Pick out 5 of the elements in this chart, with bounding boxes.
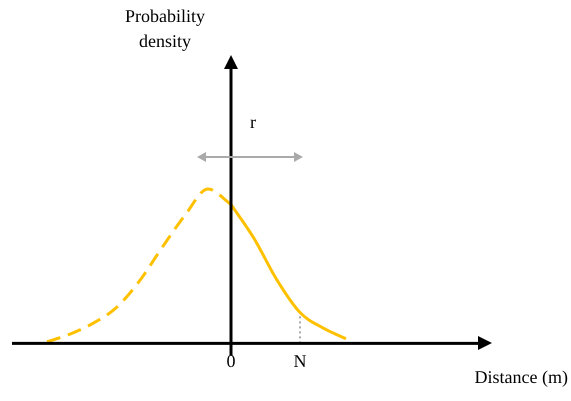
text: Probability density [124, 5, 206, 53]
text: r [250, 112, 256, 133]
x-tick-label: 0 [226, 350, 236, 371]
x-axis-title: Distance (m) [474, 367, 568, 388]
x-tick-label: N [294, 350, 306, 371]
